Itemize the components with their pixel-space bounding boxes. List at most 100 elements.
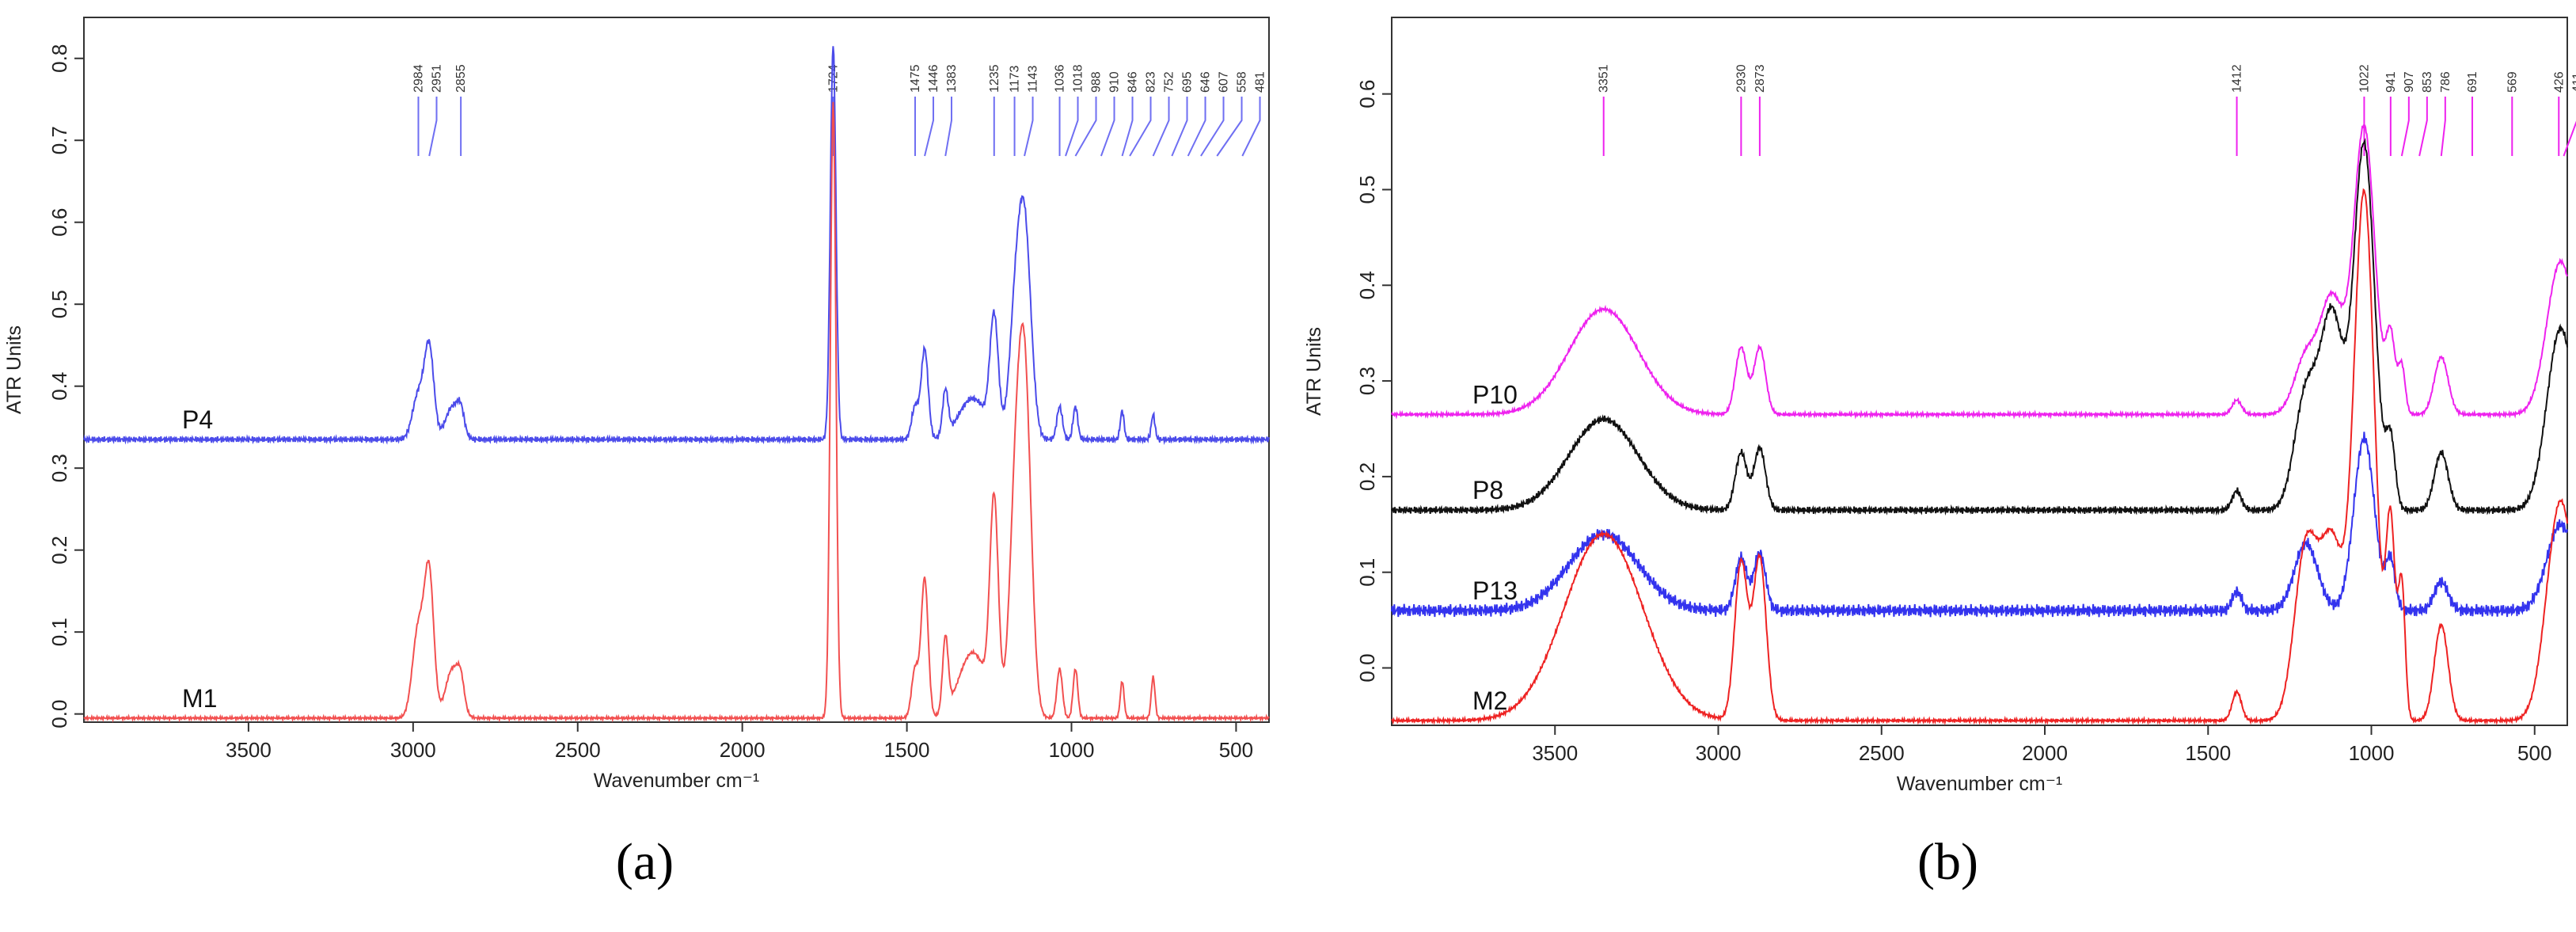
peak-marker <box>2418 97 2428 157</box>
peak-label: 695 <box>1181 71 1195 93</box>
y-tick-label: 0.8 <box>47 44 71 73</box>
peak-label: 1475 <box>909 64 922 93</box>
peak-label: 1143 <box>1027 65 1040 93</box>
y-tick-label: 0.4 <box>47 372 71 401</box>
peak-marker <box>1187 97 1206 157</box>
peak-label: 752 <box>1163 71 1176 93</box>
chart-a: 0.0 0.1 0.2 0.3 0.4 0.5 0.6 0.7 0.8 3500 3000 2500 2… <box>3 17 1270 891</box>
x-tick-label: 3500 <box>1532 741 1578 765</box>
peak-label: 2930 <box>1734 64 1748 93</box>
x-tick-label: 1500 <box>2185 741 2231 765</box>
peak-label: 481 <box>1254 71 1267 93</box>
peak-marker <box>1065 97 1079 157</box>
peak-label: 646 <box>1199 71 1213 93</box>
peak-marker <box>428 97 438 157</box>
peak-label: 558 <box>1236 71 1249 93</box>
x-tick-label: 500 <box>2517 741 2551 765</box>
peak-marker <box>1152 97 1170 157</box>
peak-label: 786 <box>2439 71 2453 93</box>
y-tick-label: 0.0 <box>1355 653 1379 682</box>
y-tick-label: 0.5 <box>1355 175 1379 204</box>
peak-label: 823 <box>1145 71 1158 93</box>
y-tick-label: 0.7 <box>47 126 71 154</box>
y-tick-label: 0.1 <box>47 618 71 646</box>
y-axis-label: ATR Units <box>1303 327 1325 416</box>
x-axis-label: Wavenumber cm⁻¹ <box>594 770 760 792</box>
peak-marker <box>1241 97 1261 157</box>
y-tick-label: 0.1 <box>1355 558 1379 587</box>
series-label-p4: P4 <box>182 405 213 434</box>
peak-marker <box>2563 120 2576 157</box>
peak-marker <box>2400 97 2410 157</box>
panel-a: 0.0 0.1 0.2 0.3 0.4 0.5 0.6 0.7 0.8 3500 3000 2500 2… <box>0 0 1282 932</box>
x-tick-label: 3000 <box>390 738 436 762</box>
x-tick-label: 500 <box>1219 738 1253 762</box>
peak-label: 426 <box>2552 71 2566 93</box>
series-label-m1: M1 <box>182 684 217 713</box>
peak-marker <box>1100 97 1115 157</box>
peak-label: 2984 <box>412 64 425 93</box>
series-line-m1 <box>83 101 1270 723</box>
y-tick-label: 0.5 <box>47 290 71 318</box>
peak-marker <box>1074 97 1097 157</box>
x-tick-label: 3000 <box>1696 741 1742 765</box>
peak-label: 941 <box>2384 71 2398 93</box>
y-tick-label: 0.2 <box>47 536 71 565</box>
series-label-p8: P8 <box>1472 476 1503 504</box>
peak-label: 569 <box>2506 71 2519 93</box>
peak-marker <box>2440 97 2446 157</box>
peak-label: 1018 <box>1072 64 1085 93</box>
peak-label: 1235 <box>988 64 1001 93</box>
peak-label: 1446 <box>927 64 940 93</box>
peak-label: 1412 <box>2231 64 2244 93</box>
peak-label: 607 <box>1218 71 1231 93</box>
peak-marker <box>1129 97 1152 157</box>
peak-marker <box>924 97 934 157</box>
panel-caption: (b) <box>1917 833 1978 891</box>
peak-label: 1036 <box>1054 64 1067 93</box>
y-tick-label: 0.4 <box>1355 271 1379 299</box>
peak-marker <box>1171 97 1188 157</box>
peak-label: 411 <box>2570 72 2576 93</box>
peak-label: 988 <box>1090 71 1104 93</box>
plot-frame <box>83 17 1270 723</box>
y-axis-label: ATR Units <box>3 325 25 414</box>
peak-marker <box>944 97 952 157</box>
peak-marker <box>1024 97 1034 157</box>
x-tick-label: 1500 <box>884 738 930 762</box>
series-line-p13 <box>1391 432 2568 618</box>
peak-label: 1173 <box>1009 65 1022 93</box>
panel-caption: (a) <box>616 833 674 891</box>
peak-marker <box>1121 97 1134 157</box>
y-tick-label: 0.3 <box>1355 367 1379 395</box>
series-line-p10 <box>1391 124 2568 420</box>
peak-label: 910 <box>1108 71 1122 93</box>
y-tick-label: 0.0 <box>47 700 71 728</box>
x-tick-label: 2000 <box>720 738 766 762</box>
x-axis-label: Wavenumber cm⁻¹ <box>1897 773 2063 795</box>
peak-label: 3351 <box>1598 64 1611 93</box>
x-tick-label: 2500 <box>1859 741 1905 765</box>
series-label-p10: P10 <box>1472 380 1518 409</box>
x-tick-label: 1000 <box>2349 741 2395 765</box>
peak-label: 2873 <box>1753 64 1767 93</box>
chart-b: 0.0 0.1 0.2 0.3 0.4 0.5 0.6 3500 3000 2500 2000 150… <box>1303 17 2576 891</box>
peak-label: 2951 <box>430 64 443 93</box>
plot-frame <box>1391 17 2568 726</box>
peak-marker <box>1216 97 1243 157</box>
peak-label: 907 <box>2403 71 2416 93</box>
peak-label: 1022 <box>2358 64 2371 93</box>
peak-label: 1383 <box>945 64 959 93</box>
peak-marker <box>1200 97 1225 157</box>
series-line-m2 <box>1391 188 2568 726</box>
x-tick-label: 2000 <box>2022 741 2068 765</box>
series-line-p8 <box>1391 138 2568 516</box>
y-tick-label: 0.6 <box>1355 80 1379 108</box>
series-line-p4 <box>83 46 1270 445</box>
peak-label: 691 <box>2466 71 2479 93</box>
x-tick-label: 3500 <box>226 738 272 762</box>
peak-label: 846 <box>1127 71 1140 93</box>
series-label-m2: M2 <box>1472 687 1507 715</box>
x-tick-label: 1000 <box>1049 738 1095 762</box>
series-label-p13: P13 <box>1472 576 1518 605</box>
